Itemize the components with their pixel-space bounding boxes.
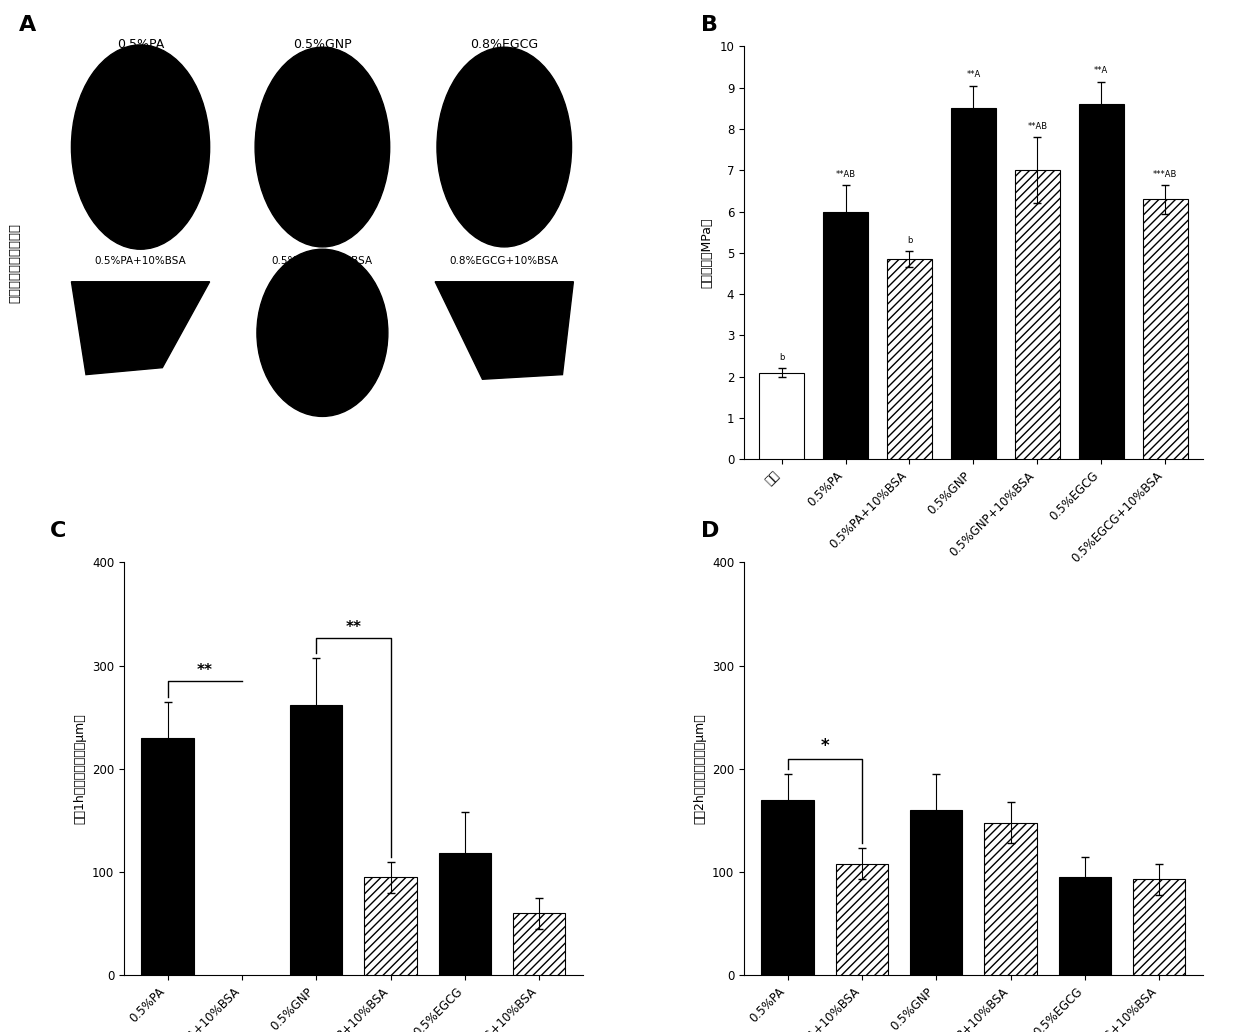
Bar: [1133, 879, 1185, 975]
Ellipse shape: [257, 250, 388, 417]
Text: **A: **A: [1094, 66, 1109, 75]
Y-axis label: 弹性模量（MPa）: 弹性模量（MPa）: [701, 218, 714, 288]
Ellipse shape: [436, 47, 572, 247]
Polygon shape: [435, 282, 573, 380]
Text: **AB: **AB: [836, 169, 856, 179]
Bar: [513, 913, 565, 975]
Text: 0.5%PA+10%BSA: 0.5%PA+10%BSA: [94, 256, 186, 266]
Text: ***AB: ***AB: [1153, 169, 1178, 179]
Ellipse shape: [255, 47, 389, 247]
Bar: [910, 810, 962, 975]
Text: B: B: [701, 15, 718, 35]
Bar: [290, 705, 342, 975]
Bar: [1014, 170, 1060, 459]
Text: **A: **A: [966, 70, 981, 79]
Text: 0.5%GNP: 0.5%GNP: [293, 38, 352, 51]
Text: *: *: [821, 738, 830, 755]
Bar: [759, 373, 805, 459]
Text: b: b: [779, 353, 784, 362]
Text: 角膜大体形态及透明度: 角膜大体形态及透明度: [9, 223, 21, 303]
Y-axis label: 交联1h角膜厘度变化（μm）: 交联1h角膜厘度变化（μm）: [73, 713, 87, 825]
Text: D: D: [701, 521, 719, 541]
Text: A: A: [19, 15, 36, 35]
Text: 0.8%EGCG: 0.8%EGCG: [470, 38, 538, 51]
Bar: [761, 800, 813, 975]
Bar: [141, 738, 193, 975]
Y-axis label: 交联2h角膜厘度变化（μm）: 交联2h角膜厘度变化（μm）: [693, 713, 707, 825]
Text: 0.5%PA: 0.5%PA: [117, 38, 164, 51]
Ellipse shape: [72, 45, 210, 250]
Bar: [1142, 199, 1188, 459]
Polygon shape: [72, 282, 210, 375]
Bar: [365, 877, 417, 975]
Text: **AB: **AB: [1027, 122, 1048, 131]
Bar: [823, 212, 868, 459]
Text: b: b: [906, 235, 913, 245]
Text: **: **: [197, 663, 213, 678]
Bar: [887, 259, 932, 459]
Bar: [1079, 104, 1123, 459]
Bar: [985, 823, 1037, 975]
Text: 0.8%EGCG+10%BSA: 0.8%EGCG+10%BSA: [450, 256, 559, 266]
Text: C: C: [50, 521, 66, 541]
Bar: [836, 864, 888, 975]
Bar: [1059, 877, 1111, 975]
Bar: [951, 108, 996, 459]
Bar: [439, 853, 491, 975]
Text: **: **: [346, 619, 361, 635]
Text: 0.5%GNP+10%BSA: 0.5%GNP+10%BSA: [272, 256, 373, 266]
